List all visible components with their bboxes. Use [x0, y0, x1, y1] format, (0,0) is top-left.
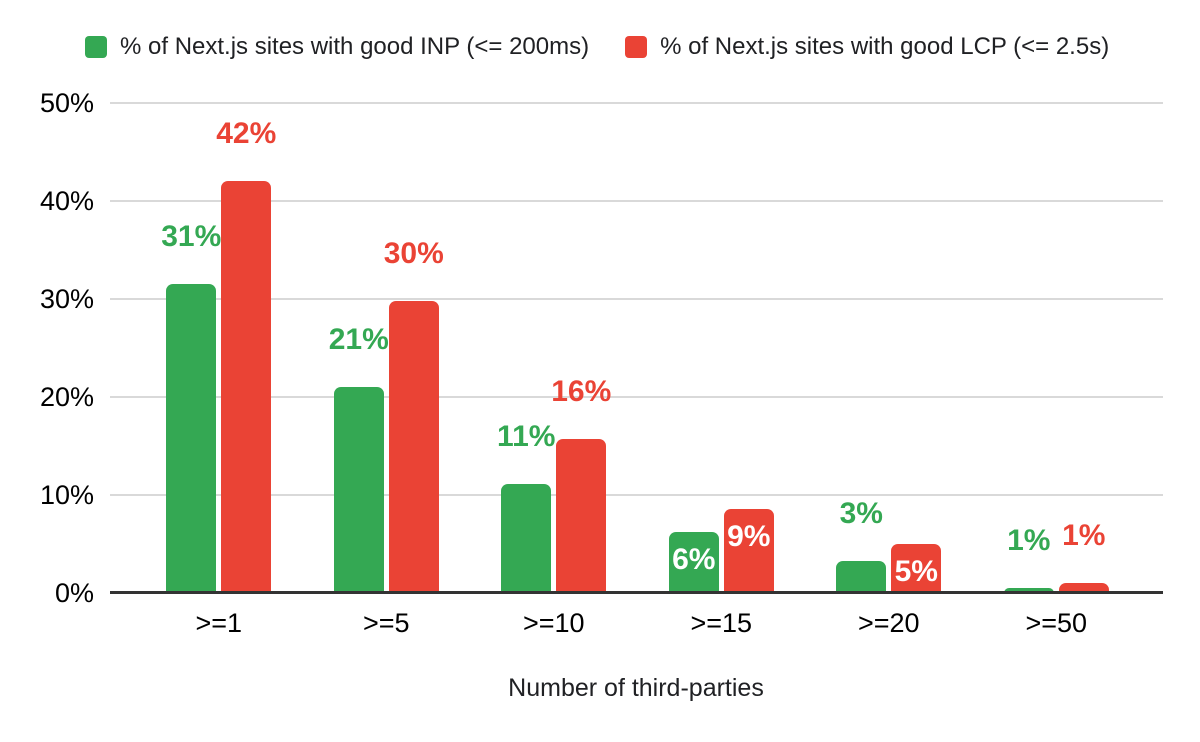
x-tick-label-gte-50: >=50 [1025, 608, 1088, 638]
x-tick-label-gte-15: >=15 [690, 608, 753, 638]
legend-item-inp: % of Next.js sites with good INP (<= 200… [85, 33, 589, 61]
chart-legend: % of Next.js sites with good INP (<= 200… [85, 33, 1109, 61]
legend-item-lcp: % of Next.js sites with good LCP (<= 2.5… [625, 33, 1109, 61]
gridline-30 [110, 298, 1163, 300]
bar-lcp-gte-5 [388, 300, 439, 593]
bar-lcp-gte-50 [1058, 583, 1109, 593]
bar-lcp-gte-15 [723, 508, 774, 593]
y-tick-label-0: 0% [54, 578, 94, 608]
data-label-inp-gte-15: 6% [672, 543, 716, 577]
data-label-lcp-gte-10: 16% [551, 375, 612, 409]
legend-label: % of Next.js sites with good INP (<= 200… [120, 33, 590, 60]
x-tick-label-gte-20: >=20 [857, 608, 920, 638]
data-label-inp-gte-5: 21% [328, 323, 389, 357]
bar-inp-gte-5 [333, 387, 384, 593]
data-label-lcp-gte-15: 9% [727, 519, 771, 553]
x-axis-line [110, 591, 1163, 594]
y-tick-label-50: 50% [39, 88, 94, 118]
bar-inp-gte-50 [1003, 588, 1054, 593]
x-tick-label-gte-10: >=10 [522, 608, 585, 638]
gridline-10 [110, 494, 1163, 496]
legend-swatch-icon [85, 36, 107, 58]
data-label-lcp-gte-5: 30% [383, 236, 444, 270]
y-tick-label-30: 30% [39, 284, 94, 314]
plot-area: 31% 21% 11% 6% 3% 1% 42% 30% 16% 9% 5% 1% [110, 102, 1163, 594]
legend-label: % of Next.js sites with good LCP (<= 2.5… [660, 33, 1110, 60]
data-label-inp-gte-10: 11% [497, 420, 556, 454]
bar-inp-gte-15 [668, 532, 719, 593]
y-tick-label-40: 40% [39, 186, 94, 216]
gridline-40 [110, 200, 1163, 202]
x-axis-title: Number of third-parties [508, 674, 764, 702]
bar-lcp-gte-10 [556, 439, 607, 593]
gridline-50 [110, 102, 1163, 104]
bar-inp-gte-20 [836, 560, 887, 593]
bar-inp-gte-1 [166, 284, 217, 593]
data-label-inp-gte-50: 1% [1007, 524, 1051, 558]
gridline-20 [110, 396, 1163, 398]
data-label-lcp-gte-20: 5% [894, 555, 938, 588]
data-label-lcp-gte-1: 42% [216, 117, 277, 151]
bar-inp-gte-10 [501, 484, 552, 593]
x-tick-label-gte-5: >=5 [362, 608, 410, 638]
data-label-lcp-gte-50: 1% [1062, 519, 1106, 553]
y-tick-label-10: 10% [39, 480, 94, 510]
bar-lcp-gte-20 [891, 544, 942, 593]
x-tick-label-gte-1: >=1 [195, 608, 243, 638]
data-label-inp-gte-20: 3% [839, 496, 883, 530]
data-label-inp-gte-1: 31% [161, 220, 222, 254]
bar-lcp-gte-1 [221, 181, 272, 593]
legend-swatch-icon [625, 36, 648, 58]
y-tick-label-20: 20% [39, 382, 94, 412]
